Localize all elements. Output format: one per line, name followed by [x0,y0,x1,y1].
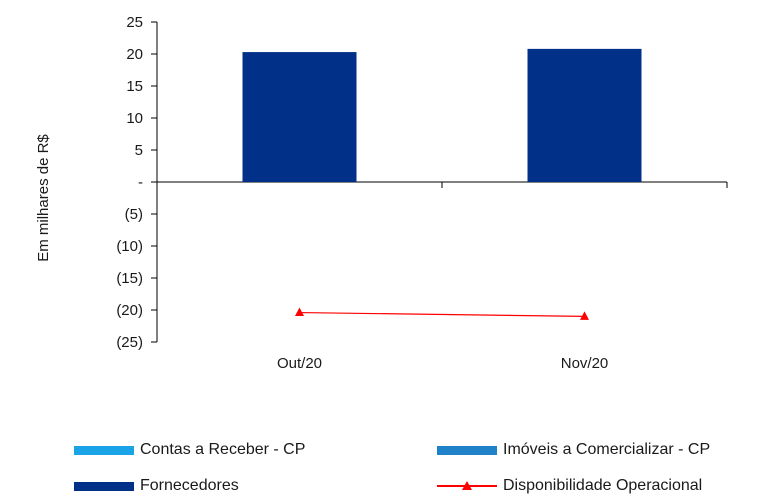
x-axis: Out/20 Nov/20 [156,181,728,372]
line-series [295,307,589,320]
y-tick-label: 25 [126,14,143,31]
y-tick-label: (15) [116,270,143,287]
line-point-marker [580,311,589,320]
bar [527,48,642,182]
y-axis-title: Em milhares de R$ [35,134,52,262]
y-tick-label: (20) [116,302,143,319]
bars [242,48,642,182]
bar [242,52,357,182]
line-point-marker [295,307,304,317]
y-tick-label: (10) [116,238,143,255]
y-tick-label: 5 [135,142,143,159]
x-tick-label: Nov/20 [561,355,609,372]
x-tick-label: Out/20 [277,355,322,372]
y-axis: 25 20 15 10 5 - (5) (10) (15) (20) (25) [116,14,158,351]
series-line [299,311,585,317]
y-tick-label: - [138,174,143,191]
y-tick-label: 10 [126,110,143,127]
y-tick-label: (25) [116,334,143,351]
y-tick-label: (5) [125,206,143,223]
y-tick-label: 20 [126,46,143,63]
y-tick-label: 15 [126,78,143,95]
